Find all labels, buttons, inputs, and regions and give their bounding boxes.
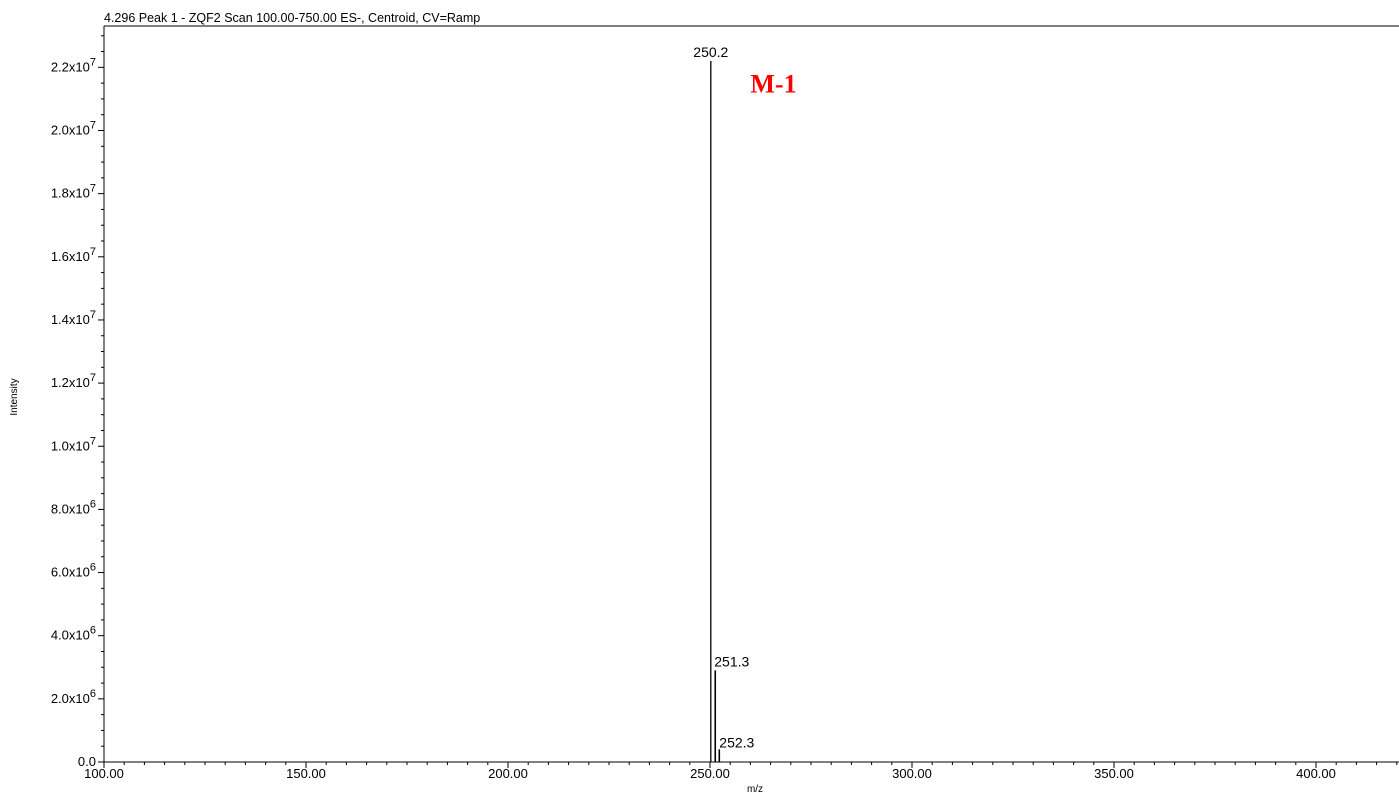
y-tick-mantissa: 0.0 — [78, 754, 96, 769]
chart-title: 4.296 Peak 1 - ZQF2 Scan 100.00-750.00 E… — [104, 11, 480, 25]
y-tick-mantissa: 4.0x10 — [51, 628, 90, 643]
y-tick-exponent: 7 — [90, 246, 96, 258]
x-tick-label: 200.00 — [488, 766, 528, 781]
y-tick-label: 1.6x107 — [51, 246, 96, 264]
x-tick-label: 300.00 — [892, 766, 932, 781]
x-tick-label: 100.00 — [84, 766, 124, 781]
y-tick-exponent: 7 — [90, 183, 96, 195]
y-tick-exponent: 7 — [90, 120, 96, 132]
y-tick-mantissa: 6.0x10 — [51, 565, 90, 580]
x-tick-label: 350.00 — [1094, 766, 1134, 781]
y-tick-exponent: 7 — [90, 372, 96, 384]
annotation-label: M-1 — [750, 70, 796, 99]
peak-label: 251.3 — [714, 653, 749, 669]
x-tick-label: 250.00 — [690, 766, 730, 781]
y-tick-mantissa: 1.6x10 — [51, 249, 90, 264]
y-tick-label: 2.2x107 — [51, 56, 96, 74]
y-tick-label: 1.0x107 — [51, 435, 96, 453]
x-axis-ticks: 100.00 150.00 200.00 250.00 300.00 350.00 400.… — [84, 762, 1398, 781]
x-tick-label: 400.00 — [1296, 766, 1336, 781]
y-tick-exponent: 6 — [90, 625, 96, 637]
annotations: M-12M-1 — [750, 70, 796, 99]
y-tick-mantissa: 8.0x10 — [51, 501, 90, 516]
y-axis-ticks: 0.02.0x1064.0x1066.0x1068.0x1061.0x1071.… — [51, 35, 104, 769]
y-tick-mantissa: 1.0x10 — [51, 438, 90, 453]
chart-title-group: 4.296 Peak 1 - ZQF2 Scan 100.00-750.00 E… — [104, 11, 480, 25]
y-tick-exponent: 7 — [90, 56, 96, 68]
y-tick-exponent: 7 — [90, 309, 96, 321]
y-tick-exponent: 6 — [90, 498, 96, 510]
y-tick-mantissa: 1.8x10 — [51, 186, 90, 201]
y-tick-exponent: 6 — [90, 688, 96, 700]
y-tick-label: 4.0x106 — [51, 625, 96, 643]
y-tick-label: 1.2x107 — [51, 372, 96, 390]
y-tick-label: 2.0x107 — [51, 120, 96, 138]
y-tick-label: 0.0 — [78, 754, 96, 769]
y-tick-mantissa: 2.2x10 — [51, 59, 90, 74]
y-tick-mantissa: 2.0x10 — [51, 123, 90, 138]
plot-frame — [103, 25, 1399, 763]
peak-label: 250.2 — [693, 44, 728, 60]
y-tick-label: 1.4x107 — [51, 309, 96, 327]
y-axis-title: Intensity — [9, 378, 20, 415]
y-tick-mantissa: 2.0x10 — [51, 691, 90, 706]
y-tick-exponent: 7 — [90, 435, 96, 447]
x-tick-label: 150.00 — [286, 766, 326, 781]
y-tick-mantissa: 1.4x10 — [51, 312, 90, 327]
x-axis-title: m/z — [747, 784, 763, 794]
y-tick-label: 6.0x106 — [51, 562, 96, 580]
peak-label: 252.3 — [719, 734, 754, 750]
y-tick-mantissa: 1.2x10 — [51, 375, 90, 390]
y-tick-label: 2.0x106 — [51, 688, 96, 706]
y-tick-label: 8.0x106 — [51, 498, 96, 516]
y-tick-label: 1.8x107 — [51, 183, 96, 201]
y-tick-exponent: 6 — [90, 562, 96, 574]
